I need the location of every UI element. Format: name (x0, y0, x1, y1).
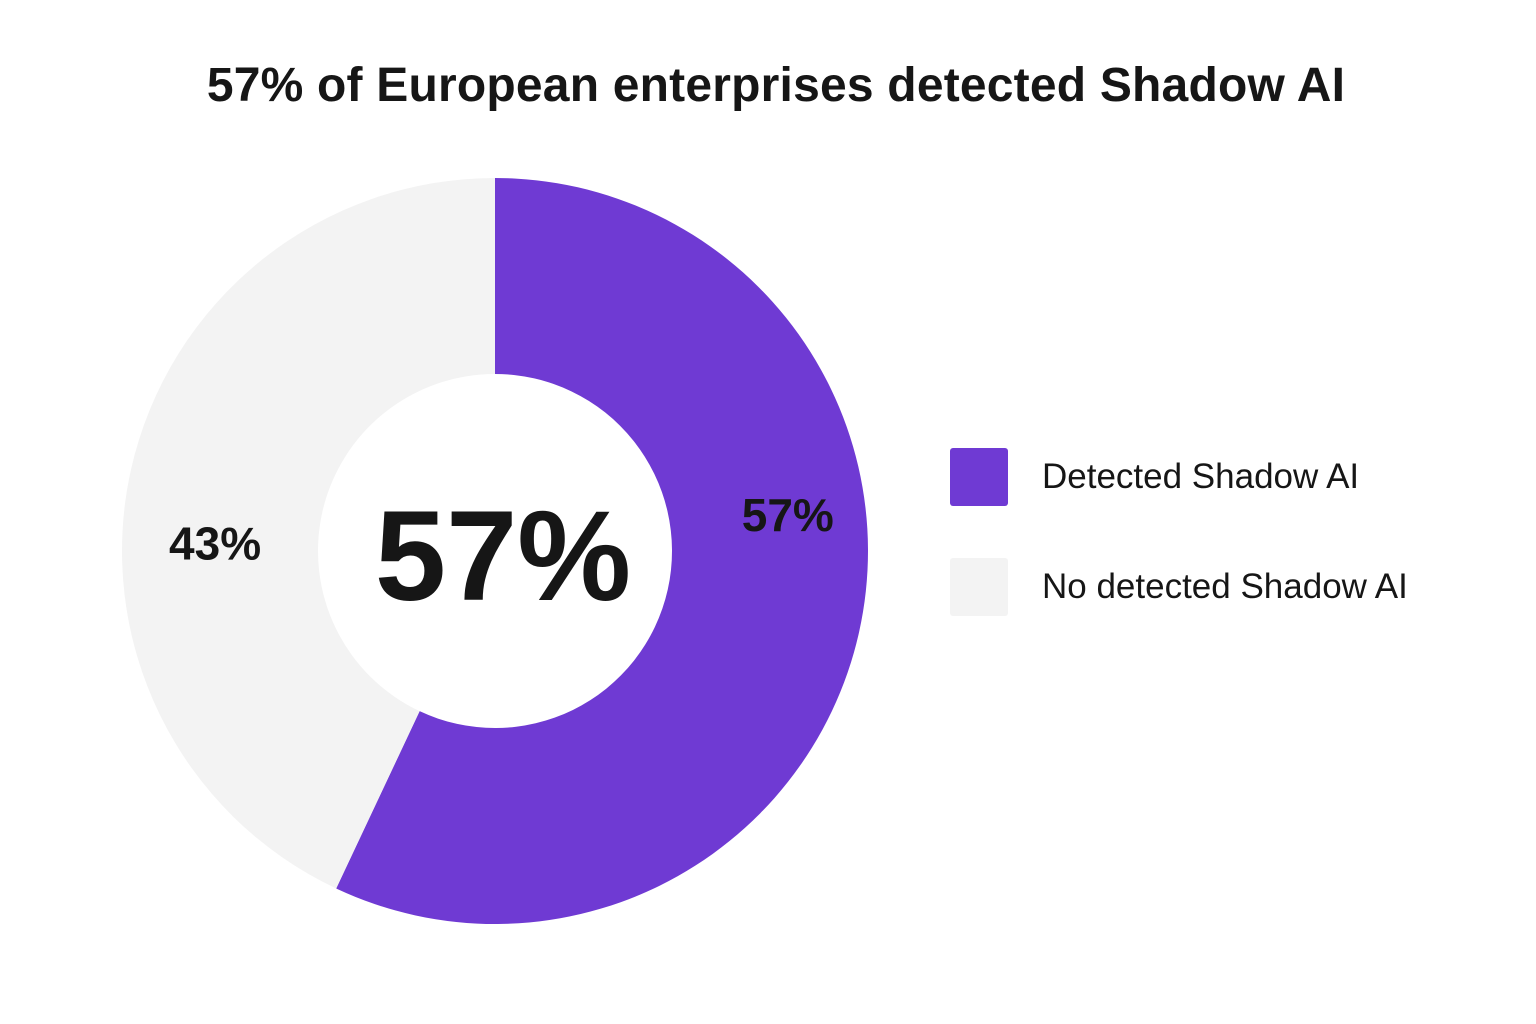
legend-swatch-detected (950, 448, 1008, 506)
center-percentage-label: 57% (375, 485, 631, 628)
legend-item-detected: Detected Shadow AI (950, 448, 1408, 506)
donut-slice-detected (336, 178, 868, 924)
donut-slices (121, 178, 868, 924)
chart-legend: Detected Shadow AI No detected Shadow AI (950, 448, 1408, 668)
legend-label-not-detected: No detected Shadow AI (1042, 567, 1408, 606)
chart-title: 57% of European enterprises detected Sha… (206, 59, 1346, 112)
legend-label-detected: Detected Shadow AI (1042, 457, 1360, 496)
legend-swatch-not-detected (950, 558, 1008, 616)
legend-item-not-detected: No detected Shadow AI (950, 558, 1408, 616)
slice-label-not-detected: 43% (169, 518, 261, 570)
donut-slice-not-detected (121, 178, 496, 889)
slice-label-detected: 57% (742, 489, 834, 541)
